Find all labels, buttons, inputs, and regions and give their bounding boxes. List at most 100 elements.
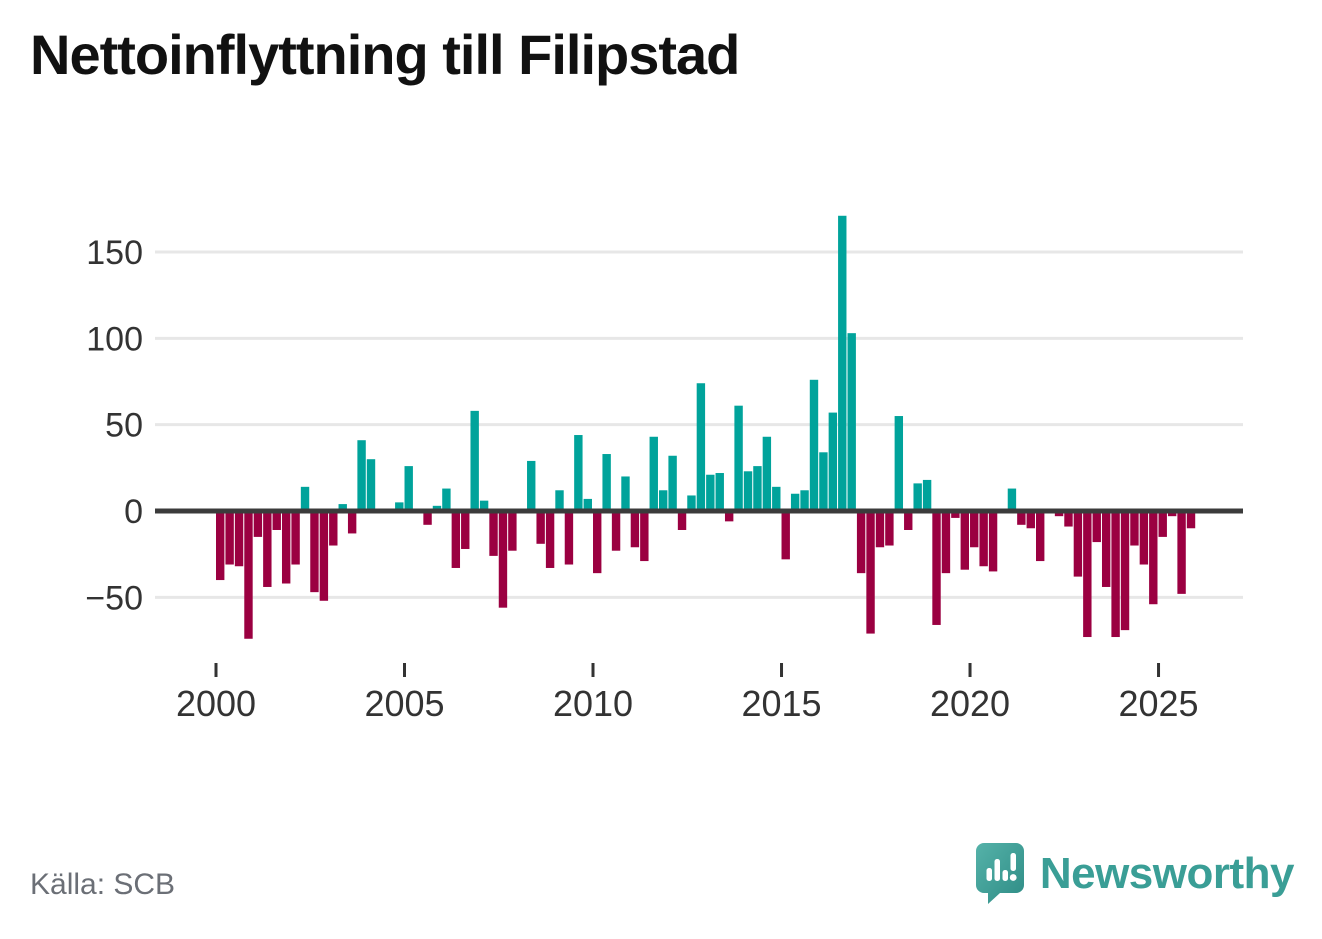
bar xyxy=(395,502,404,511)
bar xyxy=(630,511,640,548)
bar xyxy=(913,483,922,511)
bar xyxy=(762,436,772,511)
bar xyxy=(1158,511,1167,537)
bar xyxy=(988,511,998,572)
bar xyxy=(508,511,517,551)
bar xyxy=(753,466,762,511)
x-axis-label: 2000 xyxy=(176,683,256,724)
bar-chart: 150 100 50 0 −50 2000 2005 2010 2015 2020 2025 xyxy=(85,215,1243,724)
bar xyxy=(668,455,677,511)
bar xyxy=(941,511,951,574)
bar xyxy=(432,505,442,511)
bar xyxy=(1101,511,1111,587)
bar xyxy=(904,511,913,530)
y-axis-label: 0 xyxy=(124,493,143,531)
bar xyxy=(715,473,724,511)
y-axis-label: 50 xyxy=(105,407,143,445)
bar xyxy=(545,511,555,568)
bar xyxy=(498,511,508,608)
chart-title: Nettoinflyttning till Filipstad xyxy=(30,23,740,86)
bar xyxy=(621,476,630,511)
bar xyxy=(461,511,470,549)
bar xyxy=(329,511,338,546)
bar xyxy=(932,511,941,625)
bar xyxy=(970,511,979,548)
bar xyxy=(809,379,819,511)
bar xyxy=(979,511,988,567)
bar xyxy=(1017,511,1026,525)
bar xyxy=(866,511,875,634)
bar xyxy=(319,511,329,601)
newsworthy-logo: Newsworthy xyxy=(974,842,1295,906)
bar xyxy=(781,511,790,560)
bar xyxy=(951,511,960,518)
bar xyxy=(574,435,583,511)
bar xyxy=(489,511,498,556)
bar xyxy=(1167,511,1177,517)
bar xyxy=(1177,511,1186,594)
bar xyxy=(828,412,838,511)
bar xyxy=(1007,488,1017,511)
x-axis-label: 2005 xyxy=(364,683,444,724)
bar xyxy=(602,454,611,511)
bar xyxy=(253,511,263,537)
bar xyxy=(875,511,885,548)
bar xyxy=(263,511,272,587)
bar xyxy=(1083,511,1092,638)
bar xyxy=(649,436,658,511)
x-axis-label: 2025 xyxy=(1118,683,1198,724)
bar xyxy=(404,466,413,511)
bar xyxy=(1120,511,1130,631)
bar xyxy=(734,405,743,511)
bar xyxy=(885,511,894,546)
mini-bar-chart-glyph xyxy=(986,853,1017,881)
bar xyxy=(1026,511,1035,529)
source-label: Källa: SCB xyxy=(30,868,176,901)
bar xyxy=(922,479,932,511)
bar xyxy=(960,511,969,570)
bar xyxy=(555,490,564,511)
bar xyxy=(310,511,319,593)
bar xyxy=(234,511,244,567)
bar xyxy=(1186,511,1196,529)
bar xyxy=(894,416,904,511)
bar xyxy=(677,511,687,530)
bar xyxy=(772,486,781,511)
bar xyxy=(291,511,300,565)
bar xyxy=(583,498,592,511)
bar xyxy=(272,511,281,530)
newsworthy-logo-icon xyxy=(975,843,1024,904)
bar xyxy=(225,511,234,565)
bar xyxy=(790,493,800,512)
bar xyxy=(1130,511,1139,546)
bar xyxy=(696,383,706,511)
bar xyxy=(1054,511,1064,517)
x-axis-label: 2010 xyxy=(553,683,633,724)
bar xyxy=(1092,511,1101,543)
bar xyxy=(338,504,347,511)
bar xyxy=(687,495,696,511)
bar xyxy=(423,511,432,525)
bar xyxy=(244,511,253,639)
bar xyxy=(1073,511,1083,577)
bar xyxy=(300,486,310,511)
bar xyxy=(838,215,847,511)
bar xyxy=(611,511,621,551)
bar xyxy=(442,488,451,511)
bar xyxy=(593,511,602,574)
bar xyxy=(527,460,536,511)
x-axis-label: 2020 xyxy=(930,683,1010,724)
bar xyxy=(536,511,545,544)
bar xyxy=(1036,511,1045,562)
bar xyxy=(366,459,376,511)
bar xyxy=(856,511,866,574)
bar xyxy=(216,511,225,581)
bar xyxy=(564,511,574,565)
y-axis-label: 100 xyxy=(86,320,143,358)
bar xyxy=(1139,511,1149,565)
bar xyxy=(800,490,809,511)
bar xyxy=(1064,511,1073,527)
bar xyxy=(724,511,734,522)
bar xyxy=(451,511,461,568)
